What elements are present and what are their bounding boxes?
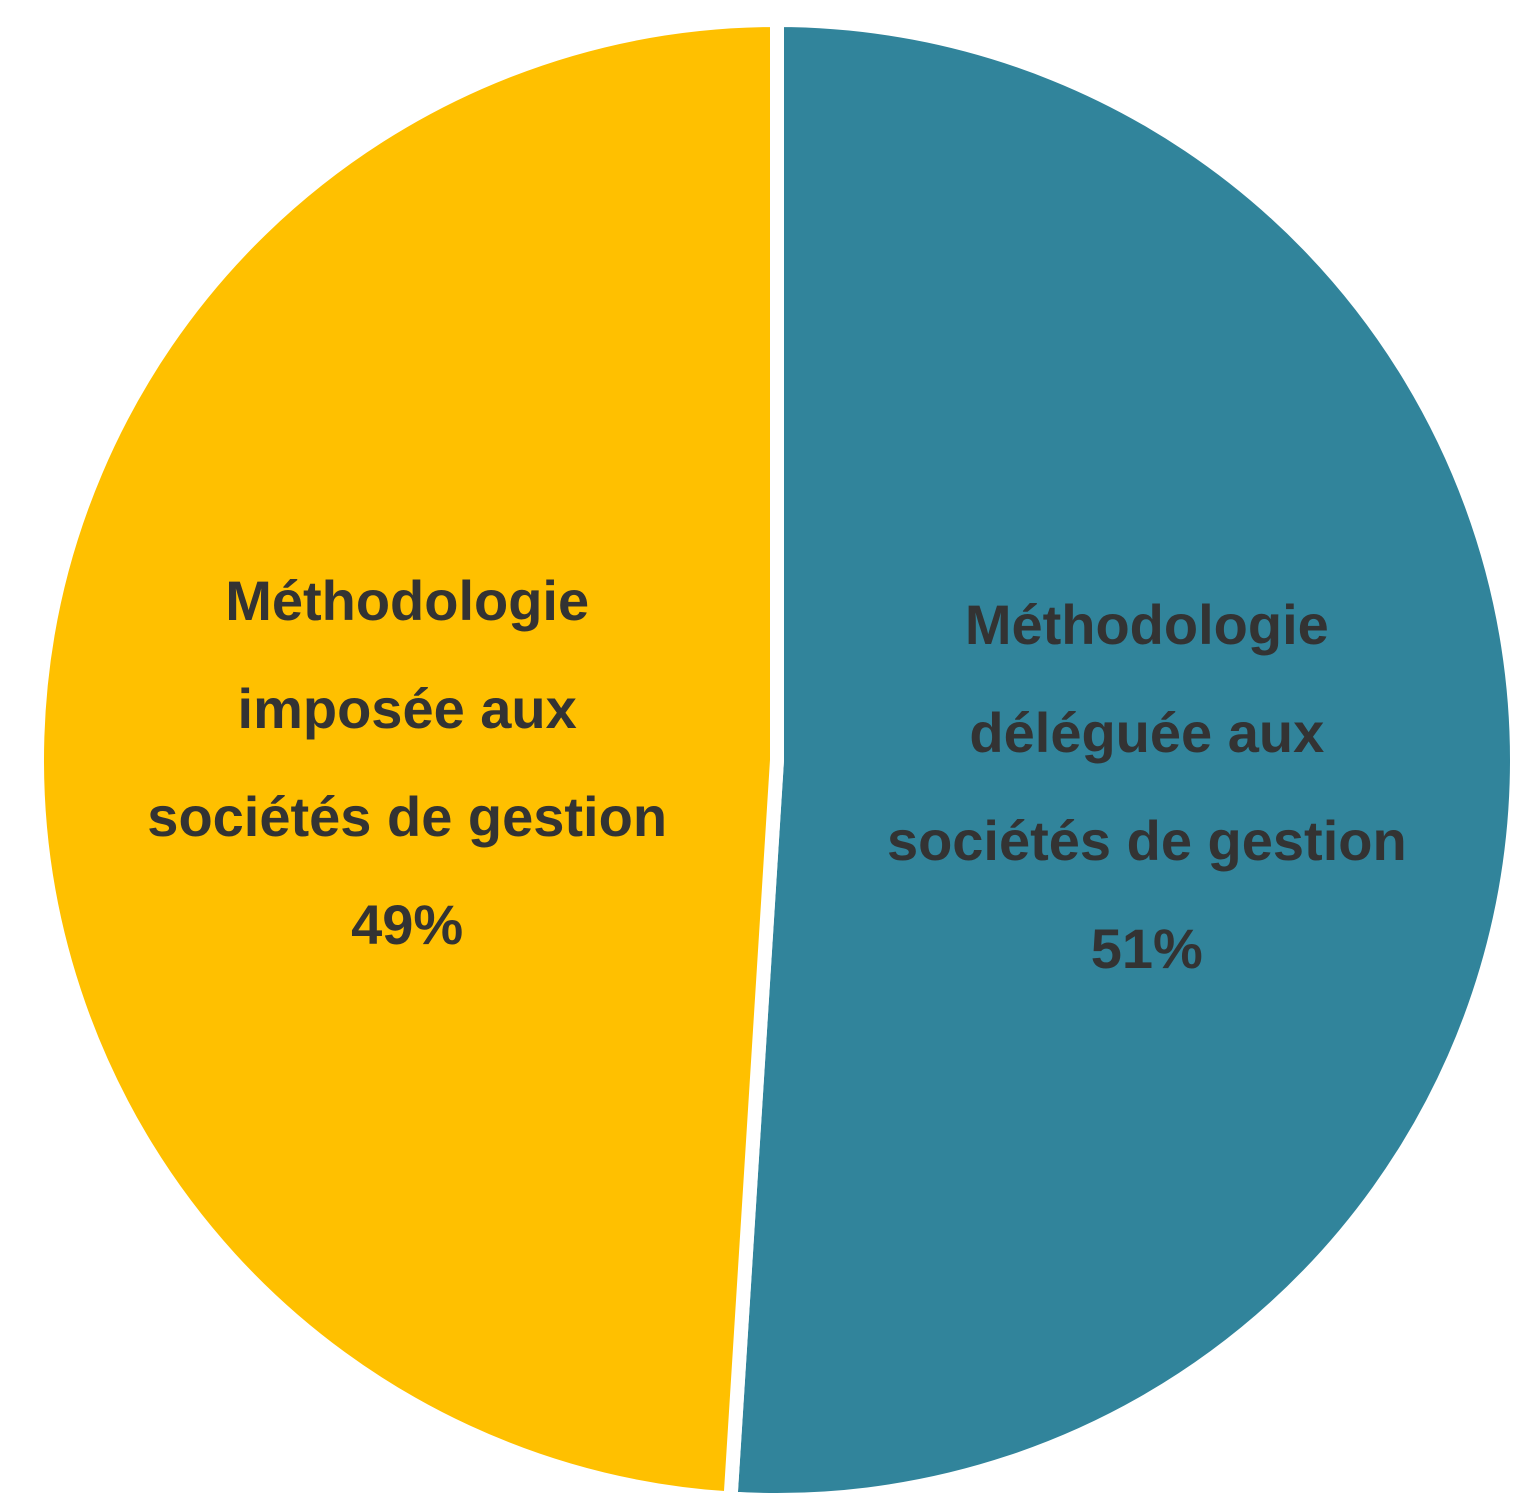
slice-label: Méthodologie déléguée aux sociétés de ge… [887,571,1407,1003]
value-label: 51% [1090,916,1203,980]
category-label: Méthodologie imposée aux sociétés de ges… [147,569,668,849]
slice-label: Méthodologie imposée aux sociétés de ges… [147,547,667,979]
value-label: 49% [351,893,464,957]
category-label: Méthodologie déléguée aux sociétés de ge… [886,592,1407,872]
pie-slice [30,12,784,1504]
